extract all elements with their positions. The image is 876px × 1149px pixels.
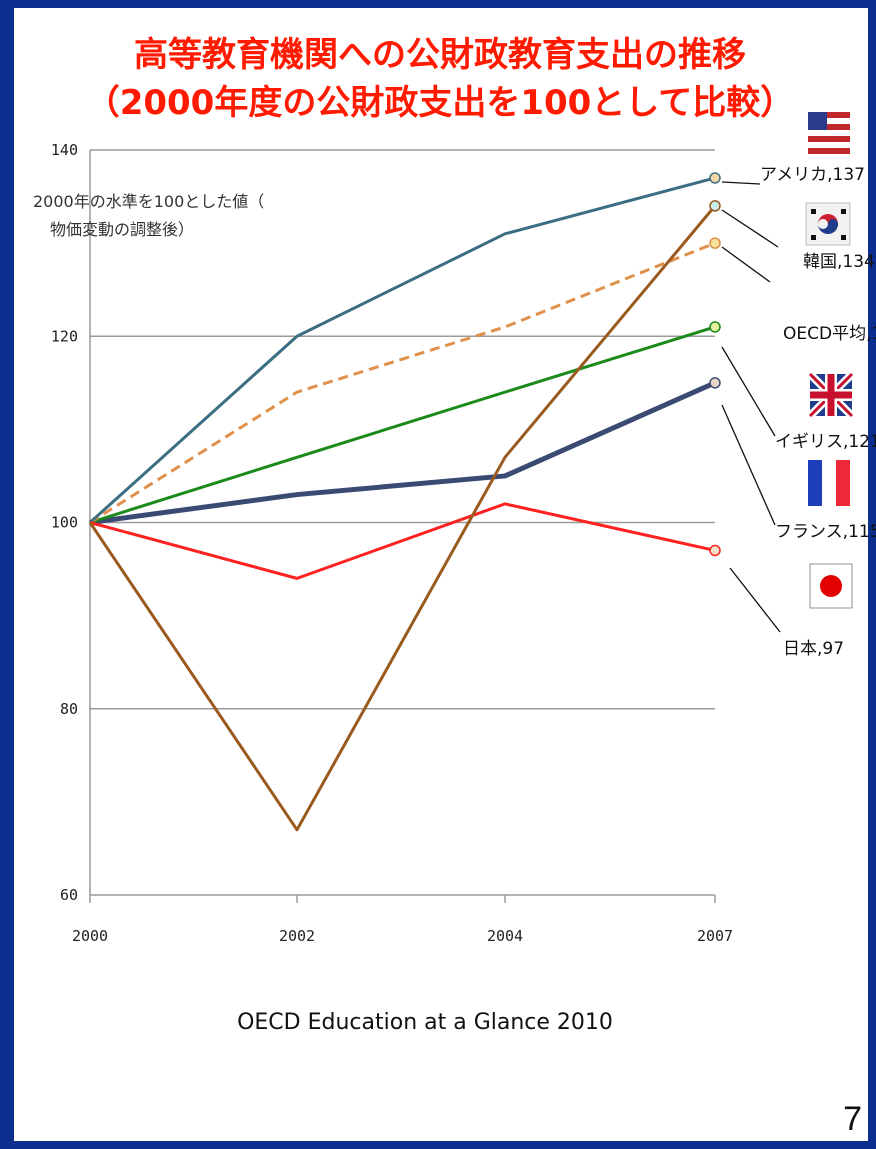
series-line-2 (89, 241, 716, 524)
flag-trigram (841, 235, 846, 240)
leader-line (721, 346, 776, 437)
series-line-1 (88, 204, 717, 832)
series-label: OECD平均,130 (783, 324, 876, 344)
series-end-marker (709, 237, 721, 249)
series-end-marker (709, 377, 721, 389)
series-end-marker (709, 544, 721, 557)
flag-cross-red (810, 374, 852, 416)
frame-border-bottom (0, 1141, 876, 1149)
flag-trigram (841, 209, 846, 214)
france-flag-icon (808, 460, 850, 506)
leader-line (721, 404, 776, 526)
x-tick-label: 2007 (697, 927, 733, 945)
series-label: アメリカ,137 (760, 165, 865, 185)
japan-flag-icon (809, 563, 853, 609)
series-end-marker (709, 321, 721, 333)
y-axis-label: 2000年の水準を100とした値（ (33, 192, 264, 211)
source-caption: OECD Education at a Glance 2010 (237, 1010, 613, 1035)
flag-trigram (811, 209, 816, 214)
flag-trigram (811, 235, 816, 240)
series-line-3 (89, 325, 716, 524)
flag-stripe (808, 118, 850, 124)
korea-flag-icon (805, 202, 851, 246)
slide-subtitle: （2000年度の公財政支出を100として比較） (85, 83, 795, 123)
y-tick-label: 80 (60, 700, 78, 718)
series-label: 日本,97 (783, 639, 844, 659)
flag-band-white (822, 460, 836, 506)
x-tick-label: 2002 (279, 927, 315, 945)
flag-sun (820, 575, 842, 597)
slide-title: 高等教育機関への公財政教育支出の推移 (134, 35, 746, 75)
flag-band-blue (808, 460, 822, 506)
flag-band-red (836, 460, 850, 506)
flag-canton (808, 112, 827, 130)
frame-border-right (868, 0, 876, 1149)
flag-stripe (808, 130, 850, 136)
flag-taeguk-blue (818, 219, 838, 234)
uk-flag-icon (807, 371, 855, 419)
series-end-marker (709, 172, 721, 184)
page-number: 7 (843, 1100, 862, 1138)
flag-stripe (808, 124, 850, 130)
flag-stripe (808, 142, 850, 148)
leader-line (721, 181, 761, 185)
y-tick-label: 140 (51, 141, 78, 159)
series-end-marker (709, 200, 721, 212)
series-label: 韓国,134 (803, 252, 875, 272)
y-tick-label: 120 (51, 327, 78, 345)
leader-line (729, 567, 781, 633)
y-axis-label: 物価変動の調整後） (50, 220, 194, 239)
frame-border-top (0, 0, 876, 8)
flag-stripe (808, 148, 850, 154)
series-label: イギリス,121 (775, 432, 876, 452)
leader-line (721, 209, 779, 248)
y-tick-label: 60 (60, 886, 78, 904)
series-line-5 (89, 502, 716, 580)
series-line-4 (89, 380, 717, 525)
frame-border-left (0, 0, 14, 1149)
x-tick-label: 2004 (487, 927, 523, 945)
x-tick-label: 2000 (72, 927, 108, 945)
series-label: フランス,115 (775, 522, 876, 542)
usa-flag-icon (808, 112, 850, 154)
flag-stripe (808, 112, 850, 118)
leader-line (721, 246, 771, 283)
y-tick-label: 100 (51, 514, 78, 532)
series-line-0 (88, 176, 716, 524)
flag-stripe (808, 136, 850, 142)
